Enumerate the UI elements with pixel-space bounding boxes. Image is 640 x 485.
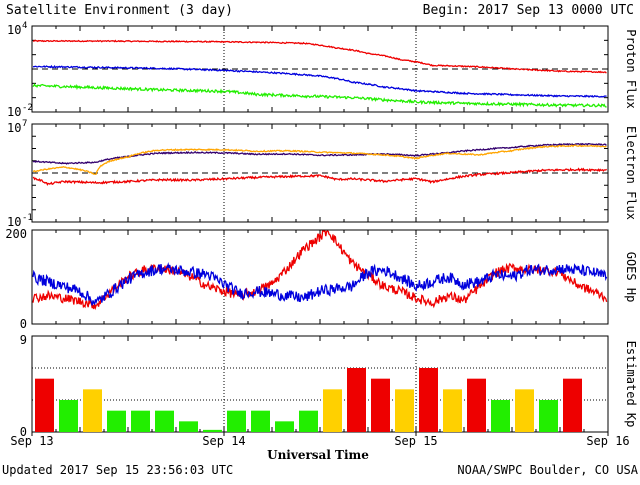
kp-bar xyxy=(35,378,54,432)
kp-bar xyxy=(395,389,414,432)
svg-text:10: 10 xyxy=(7,105,21,119)
y-tick-label-electron-1: 10 -1 xyxy=(7,213,33,229)
svg-text:0: 0 xyxy=(20,317,27,331)
svg-text:200: 200 xyxy=(5,227,27,241)
kp-bar xyxy=(179,421,198,432)
electron-series-2 xyxy=(32,144,607,175)
electron-series-0 xyxy=(32,167,608,186)
kp-bar xyxy=(371,378,390,432)
kp-bar xyxy=(155,410,174,432)
y-tick-label-hp-1: 0 xyxy=(20,317,27,331)
kp-bar xyxy=(203,429,222,432)
y-tick-label-kp-0: 9 xyxy=(20,333,27,347)
kp-bar xyxy=(467,378,486,432)
svg-text:10: 10 xyxy=(7,121,21,135)
kp-bar xyxy=(443,389,462,432)
x-tick-label: Sep 14 xyxy=(202,434,245,448)
kp-bar xyxy=(515,389,534,432)
kp-bar xyxy=(491,400,510,432)
panel-kp: Estimated Kp 9 0 xyxy=(20,333,638,439)
kp-bar xyxy=(251,410,270,432)
kp-bar xyxy=(539,400,558,432)
y-tick-label-electron-0: 10 7 xyxy=(7,119,27,135)
kp-bar xyxy=(563,378,582,432)
kp-bar xyxy=(323,389,342,432)
y-tick-label-proton-0: 10 4 xyxy=(7,21,27,37)
panel-frame xyxy=(31,123,609,223)
y-axis-label-electron: Electron Flux xyxy=(624,126,638,220)
kp-bar xyxy=(227,410,246,432)
updated-time: Updated 2017 Sep 15 23:56:03 UTC xyxy=(2,463,233,477)
x-tick-label: Sep 16 xyxy=(586,434,629,448)
kp-bar xyxy=(59,400,78,432)
svg-text:-2: -2 xyxy=(22,103,33,113)
kp-bar xyxy=(419,368,438,432)
x-tick-label: Sep 15 xyxy=(394,434,437,448)
svg-text:9: 9 xyxy=(20,333,27,347)
svg-text:-1: -1 xyxy=(22,213,33,223)
x-tick-label: Sep 13 xyxy=(10,434,53,448)
credit: NOAA/SWPC Boulder, CO USA xyxy=(457,463,638,477)
x-axis-title: Universal Time xyxy=(267,448,369,462)
proton-series-2 xyxy=(32,83,607,108)
y-axis-label-hp: GOES Hp xyxy=(624,252,638,303)
electron-series-1 xyxy=(32,142,607,165)
y-axis-label-kp: Estimated Kp xyxy=(624,341,638,428)
kp-bar xyxy=(107,410,126,432)
y-tick-label-hp-0: 200 xyxy=(5,227,27,241)
svg-text:0: 0 xyxy=(20,425,27,439)
kp-bar xyxy=(347,368,366,432)
x-axis: Sep 13 Sep 14 Sep 15 Sep 16 xyxy=(10,432,630,448)
kp-bar xyxy=(83,389,102,432)
svg-text:7: 7 xyxy=(22,119,27,129)
plot-title: Satellite Environment (3 day) xyxy=(6,3,233,18)
kp-bar xyxy=(275,421,294,432)
begin-time: Begin: 2017 Sep 13 0000 UTC xyxy=(423,3,634,18)
panel-hp: GOES Hp 200 0 xyxy=(5,227,638,331)
hp-series-1 xyxy=(32,261,608,306)
kp-bar xyxy=(299,410,318,432)
svg-text:10: 10 xyxy=(7,23,21,37)
svg-text:4: 4 xyxy=(22,21,27,31)
proton-series-0 xyxy=(32,39,607,74)
y-tick-label-kp-1: 0 xyxy=(20,425,27,439)
y-axis-label-proton: Proton Flux xyxy=(624,29,638,108)
svg-text:10: 10 xyxy=(7,215,21,229)
y-tick-label-proton-1: 10 -2 xyxy=(7,103,33,119)
kp-bar xyxy=(131,410,150,432)
proton-series-1 xyxy=(32,64,607,99)
